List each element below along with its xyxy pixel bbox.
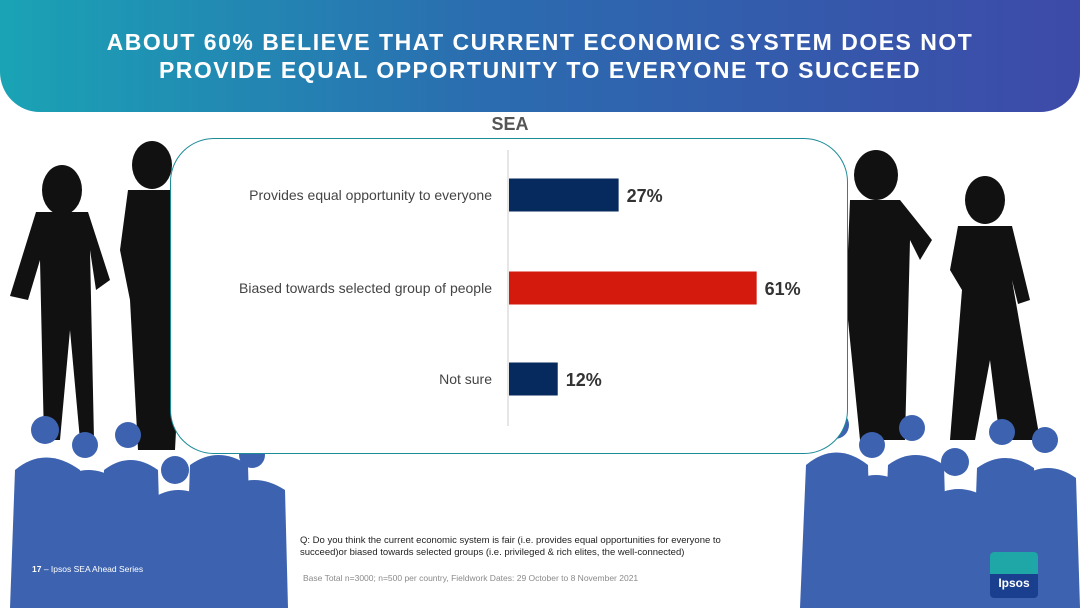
- page-title: ABOUT 60% BELIEVE THAT CURRENT ECONOMIC …: [106, 29, 974, 83]
- logo-accent: [990, 552, 1038, 574]
- base-note: Base Total n=3000; n=500 per country, Fi…: [303, 573, 639, 583]
- category-label: Biased towards selected group of people: [239, 280, 492, 296]
- bar: [509, 271, 757, 305]
- page-number: 17: [32, 564, 42, 574]
- bar: [509, 362, 558, 396]
- bar-chart: Provides equal opportunity to everyone 27…: [239, 150, 801, 426]
- chart-title: SEA: [491, 114, 529, 134]
- logo-text: Ipsos: [998, 576, 1030, 590]
- footer: 17 – Ipsos SEA Ahead Series: [32, 564, 292, 574]
- crowd-silhouettes: [10, 411, 1080, 608]
- question-note: Q: Do you think the current economic sys…: [300, 535, 721, 558]
- header-banner: ABOUT 60% BELIEVE THAT CURRENT ECONOMIC …: [0, 0, 1080, 112]
- data-label: 27%: [627, 186, 663, 206]
- ipsos-logo: Ipsos: [990, 552, 1038, 598]
- footer-source: – Ipsos SEA Ahead Series: [43, 564, 144, 574]
- category-label: Provides equal opportunity to everyone: [249, 187, 492, 203]
- black-silhouettes: [10, 141, 1040, 450]
- data-label: 61%: [765, 279, 801, 299]
- bar: [509, 178, 619, 212]
- data-label: 12%: [566, 370, 602, 390]
- category-label: Not sure: [439, 371, 492, 387]
